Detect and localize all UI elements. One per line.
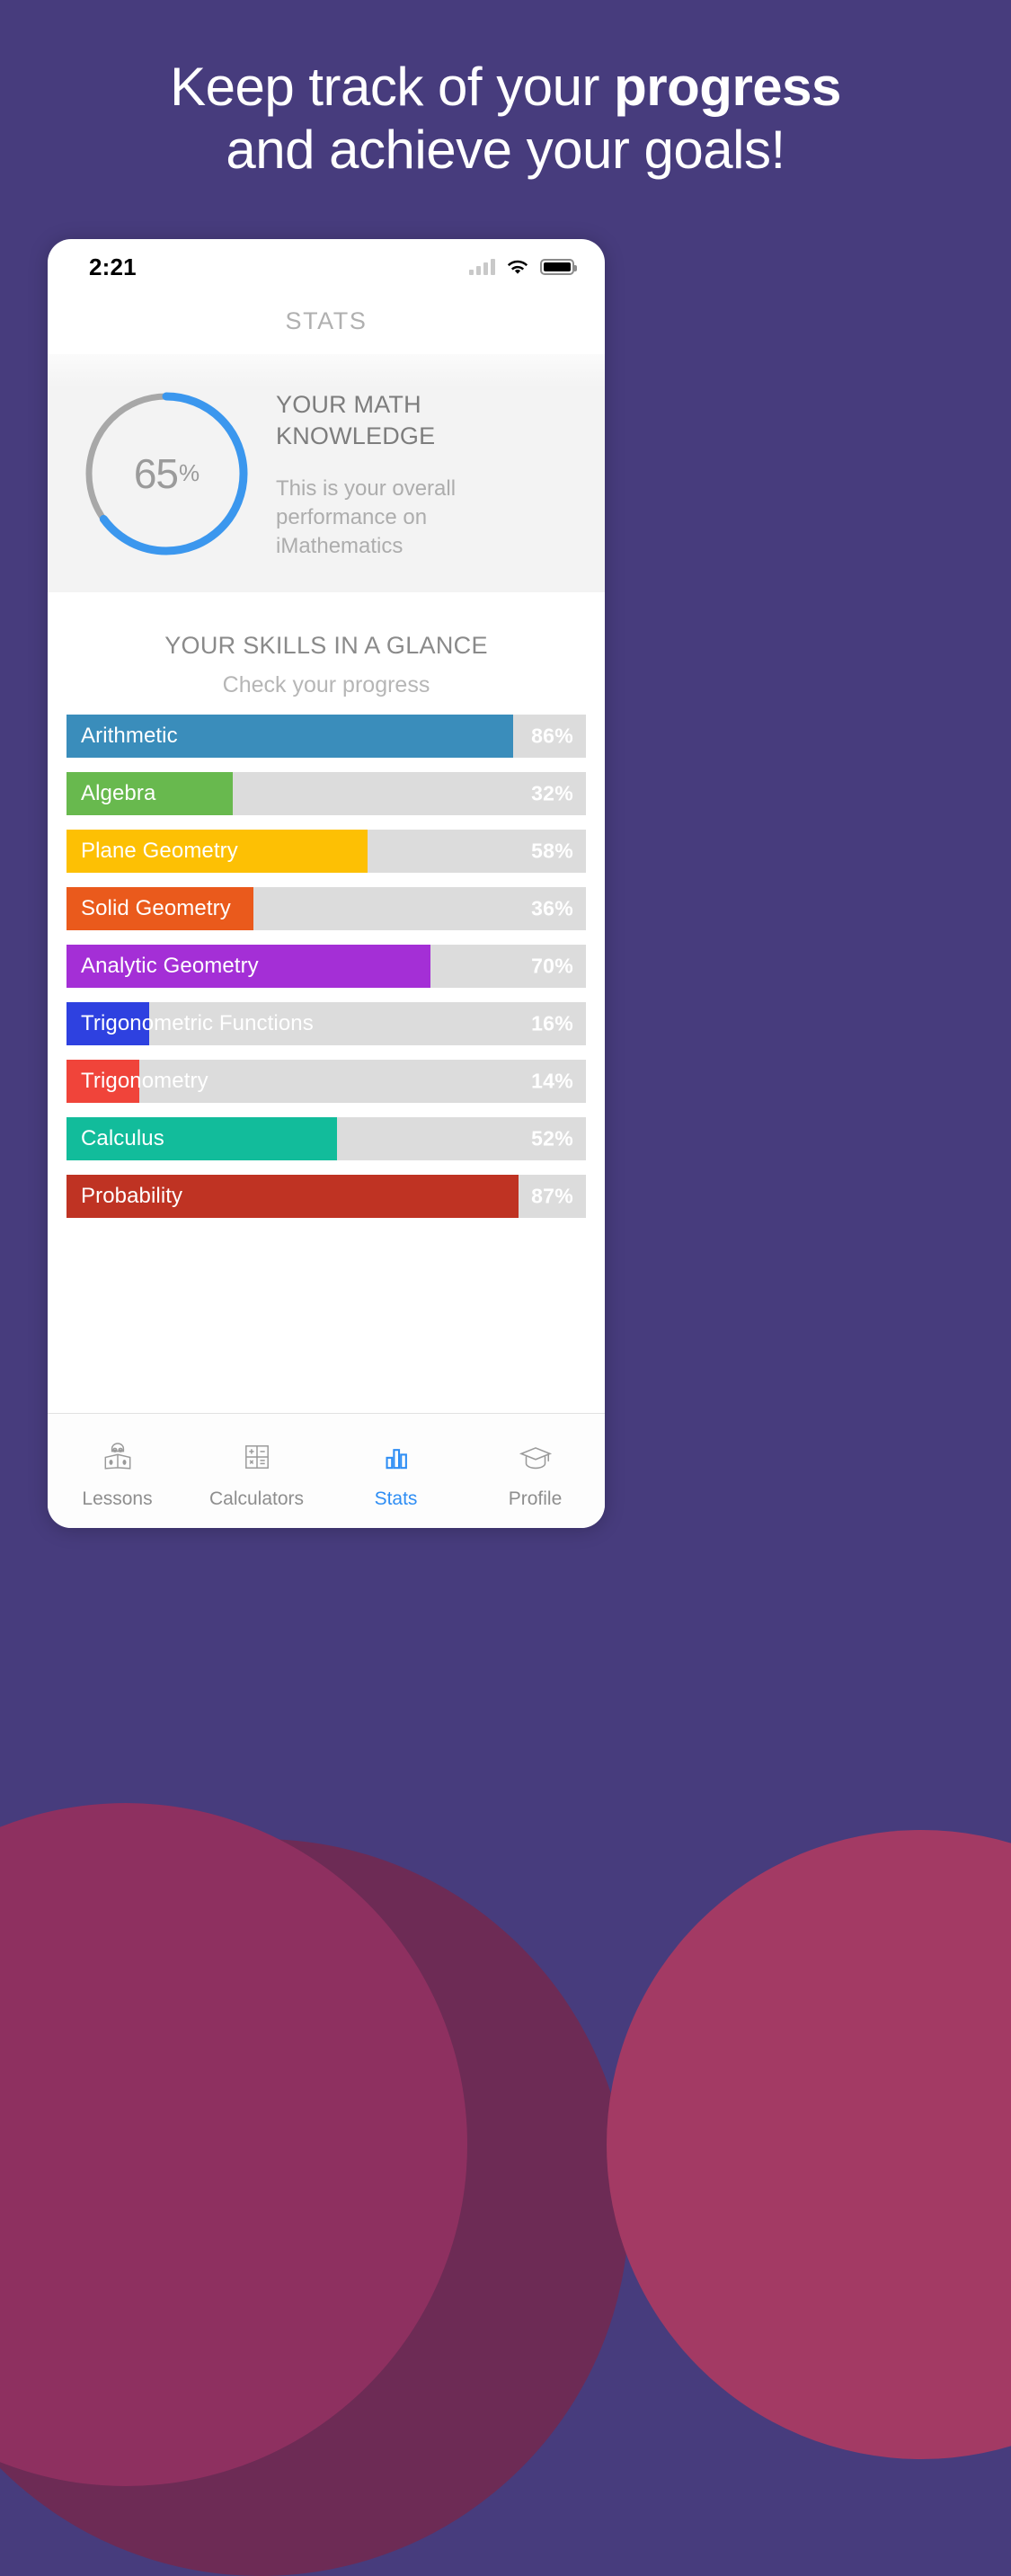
skill-bar-percent: 32% <box>531 781 573 805</box>
wifi-icon <box>507 259 528 275</box>
tab-lessons[interactable]: Lessons <box>48 1414 187 1528</box>
skill-bar-fill <box>67 830 368 873</box>
lessons-book-icon <box>99 1436 137 1478</box>
promo-headline-emphasis: progress <box>614 57 841 117</box>
knowledge-description: This is your overall performance on iMat… <box>276 476 457 558</box>
status-bar-icons <box>469 259 577 275</box>
promo-headline-line1: Keep track of your progress <box>0 56 1011 119</box>
skill-bar-row[interactable]: Probability 87% <box>67 1175 586 1218</box>
skill-bar-percent: 87% <box>531 1184 573 1208</box>
promo-headline-line2: and achieve your goals! <box>226 120 785 181</box>
skill-bar-fill <box>67 772 233 815</box>
knowledge-title: YOUR MATH KNOWLEDGE <box>276 391 436 449</box>
tab-label: Profile <box>508 1488 563 1509</box>
skill-bar-label: Trigonometric Functions <box>81 1011 314 1035</box>
skill-bar-percent: 16% <box>531 1011 573 1035</box>
skill-bar-row[interactable]: Trigonometric Functions 16% <box>67 1002 586 1045</box>
tab-label: Calculators <box>208 1488 305 1509</box>
skill-bar-percent: 14% <box>531 1069 573 1093</box>
skill-bar-label: Trigonometry <box>81 1069 208 1093</box>
skills-subtitle: Check your progress <box>222 672 430 697</box>
skill-bar-percent: 70% <box>531 954 573 978</box>
skill-bar-row[interactable]: Algebra 32% <box>67 772 586 815</box>
tab-label: Stats <box>374 1488 418 1509</box>
skill-bar-fill <box>67 1060 139 1103</box>
knowledge-panel: 65% YOUR MATH KNOWLEDGE This is your ove… <box>48 354 605 592</box>
skill-bar-label: Arithmetic <box>81 724 178 748</box>
skill-bar-fill <box>67 887 254 930</box>
skill-bar-fill <box>67 715 514 758</box>
battery-full-icon <box>540 259 577 275</box>
calculator-grid-icon <box>239 1436 275 1478</box>
skill-bar-fill <box>67 1002 150 1045</box>
skills-header: YOUR SKILLS IN A GLANCE Check your progr… <box>48 592 605 698</box>
skill-bar-fill <box>67 1117 337 1160</box>
skill-bar-label: Algebra <box>81 781 156 805</box>
knowledge-text-block: YOUR MATH KNOWLEDGE This is your overall… <box>276 386 456 561</box>
page-title: STATS <box>285 307 368 334</box>
tab-stats[interactable]: Stats <box>326 1414 466 1528</box>
skill-bar-label: Analytic Geometry <box>81 954 259 978</box>
skill-bar-percent: 52% <box>531 1126 573 1150</box>
skill-bar-percent: 86% <box>531 724 573 748</box>
skill-bar-row[interactable]: Plane Geometry 58% <box>67 830 586 873</box>
phone-mockup: 2:21 STATS 65% YOUR <box>48 239 605 1528</box>
status-bar-time: 2:21 <box>89 253 137 280</box>
bar-chart-icon <box>378 1436 414 1478</box>
decorative-blob-right <box>607 1830 1011 2459</box>
promo-headline-line1-normal: Keep track of your <box>170 57 615 117</box>
tab-profile[interactable]: Profile <box>466 1414 605 1528</box>
skill-bar-row[interactable]: Arithmetic 86% <box>67 715 586 758</box>
tab-bar: Lessons Calculators Stats Profile <box>48 1413 605 1528</box>
skill-bar-row[interactable]: Calculus 52% <box>67 1117 586 1160</box>
donut-center-label: 65% <box>80 387 253 560</box>
promo-headline: Keep track of your progress and achieve … <box>0 56 1011 182</box>
tab-label: Lessons <box>82 1488 153 1509</box>
donut-percent-value: 65 <box>133 449 179 497</box>
graduation-cap-icon <box>517 1436 554 1478</box>
donut-progress-arc <box>84 392 248 555</box>
knowledge-donut-chart: 65% <box>80 387 253 560</box>
skill-bar-label: Solid Geometry <box>81 896 231 920</box>
skill-bar-row[interactable]: Trigonometry 14% <box>67 1060 586 1103</box>
signal-bars-icon <box>469 259 495 275</box>
skill-bar-row[interactable]: Analytic Geometry 70% <box>67 945 586 988</box>
skill-bar-fill <box>67 1175 519 1218</box>
skill-bar-label: Probability <box>81 1184 183 1208</box>
status-bar: 2:21 <box>48 239 605 295</box>
skill-bar-label: Calculus <box>81 1126 164 1150</box>
skill-bar-label: Plane Geometry <box>81 839 238 863</box>
skills-title: YOUR SKILLS IN A GLANCE <box>164 632 488 659</box>
skill-bar-percent: 58% <box>531 839 573 863</box>
donut-percent-unit: % <box>179 459 200 486</box>
skills-bar-list: Arithmetic 86% Algebra 32% Plane Geometry 58%… <box>48 698 605 1413</box>
skill-bar-percent: 36% <box>531 896 573 920</box>
skill-bar-fill <box>67 945 430 988</box>
skill-bar-row[interactable]: Solid Geometry 36% <box>67 887 586 930</box>
tab-calculators[interactable]: Calculators <box>187 1414 326 1528</box>
